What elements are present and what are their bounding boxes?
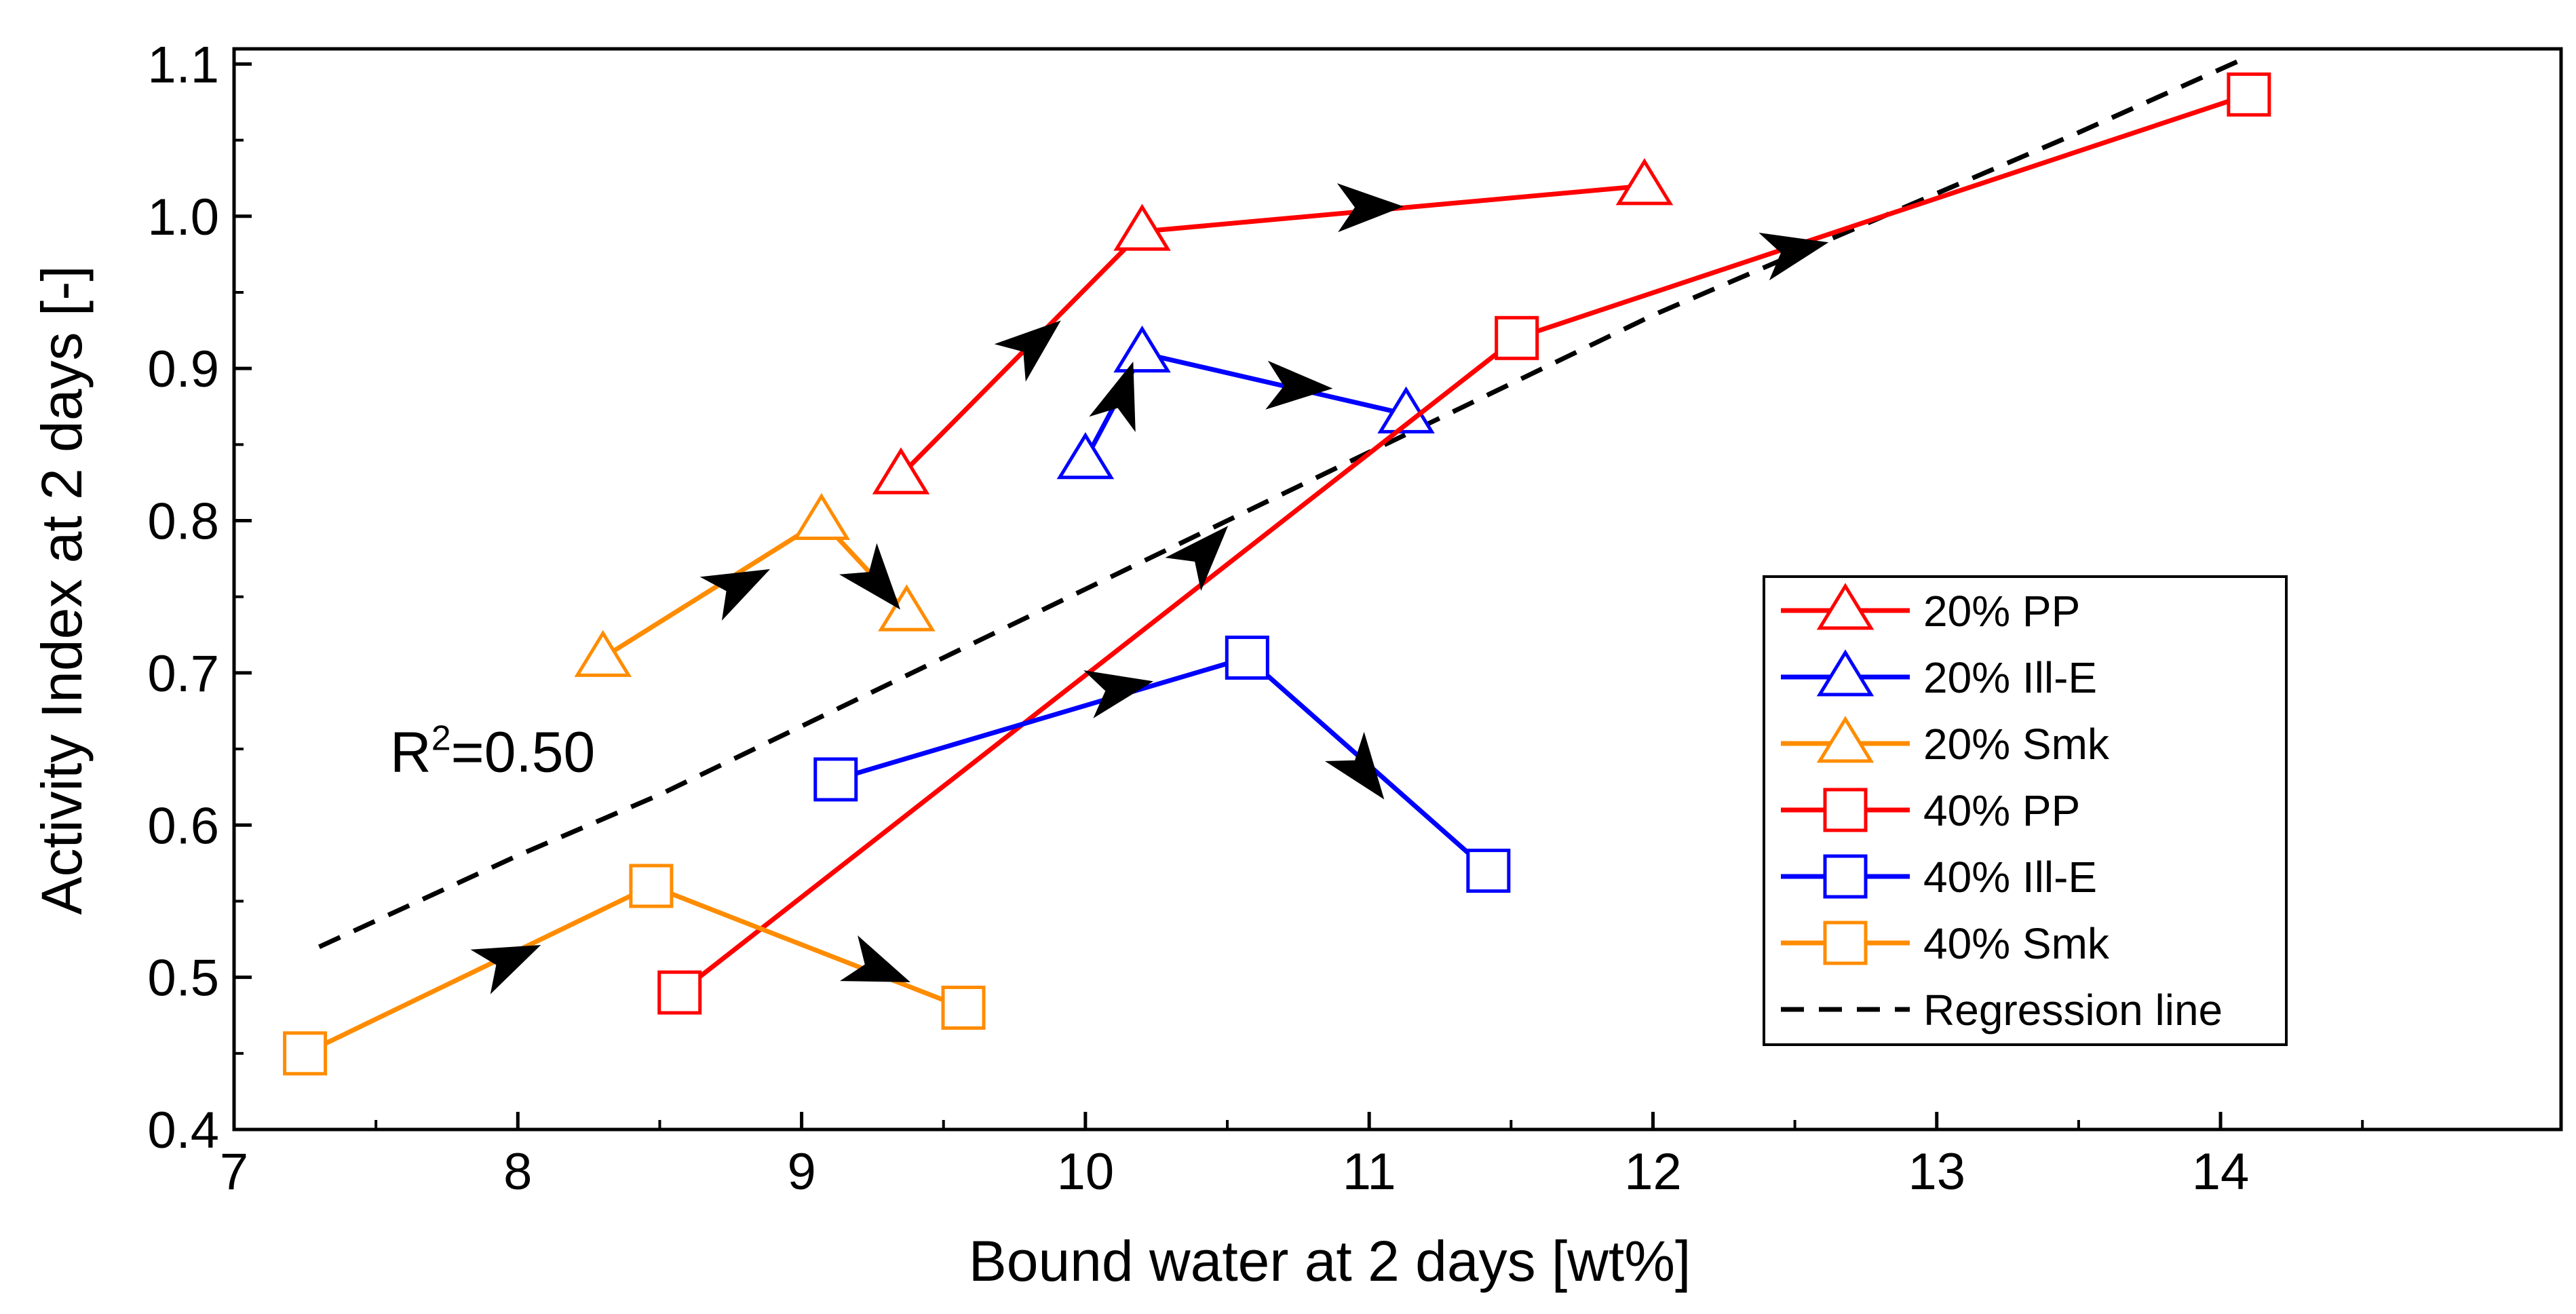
data-point-20-smk-2 (792, 492, 851, 540)
x-axis-title: Bound water at 2 days [wt%] (969, 1229, 1691, 1293)
x-tick-label-11: 11 (1343, 1143, 1396, 1201)
regression-layer (318, 54, 2250, 949)
data-point-40-ill-e-3 (1466, 849, 1511, 893)
direction-arrow-5 (699, 569, 771, 621)
y-tick-label-0.9: 0.9 (147, 341, 219, 398)
data-point-40-smk-1 (283, 1031, 328, 1076)
plot-frame (232, 47, 2563, 1132)
data-point-20-pp-1 (872, 447, 930, 495)
direction-arrow-6 (839, 543, 901, 610)
direction-arrow-4 (1265, 360, 1333, 410)
legend-marker-20-smk (1816, 716, 1875, 763)
y-tick-label-0.5: 0.5 (147, 950, 219, 1007)
series-20-ill-e (1056, 325, 1435, 480)
legend-label-40-ill-e: 40% Ill-E (1923, 853, 2097, 902)
y-tick-label-1.1: 1.1 (147, 36, 219, 94)
direction-arrow-9 (1083, 670, 1153, 718)
series-layer (283, 72, 2271, 1076)
data-point-20-smk-1 (574, 630, 632, 677)
legend-marker-40-pp (1823, 788, 1868, 832)
r-squared-annotation: R2=0.50 (390, 719, 595, 784)
legend-label-20-ill-e: 20% Ill-E (1923, 653, 2097, 702)
direction-arrow-3 (1089, 362, 1136, 432)
r-squared-base: R (390, 720, 431, 784)
y-axis-title: Activity Index at 2 days [-] (30, 265, 94, 914)
series-line-20-smk (601, 518, 908, 660)
data-point-20-ill-e-2 (1113, 325, 1171, 373)
r-squared-value: =0.50 (451, 720, 596, 784)
y-tick-label-0.6: 0.6 (147, 797, 219, 855)
x-tick-label-9: 9 (787, 1143, 815, 1201)
y-tick-label-0.7: 0.7 (147, 645, 219, 703)
data-point-40-ill-e-1 (813, 757, 858, 802)
legend-label-20-smk: 20% Smk (1923, 720, 2110, 769)
legend-label-40-pp: 40% PP (1923, 786, 2080, 835)
legend-label-regression-line: Regression line (1923, 986, 2223, 1035)
r-squared-sup: 2 (431, 719, 451, 758)
y-axis: 0.4 0.5 0.6 0.7 0.8 0.9 1.0 1.1 (147, 36, 252, 1159)
regression-line (318, 54, 2250, 949)
series-line-40-ill-e (834, 655, 1491, 873)
legend-label-40-smk: 40% Smk (1923, 919, 2110, 968)
data-point-40-smk-3 (941, 986, 986, 1030)
direction-arrow-11 (470, 945, 541, 994)
direction-arrow-8 (1758, 232, 1829, 281)
series-20-pp (872, 158, 1674, 495)
data-point-40-pp-2 (1495, 315, 1539, 360)
legend-marker-40-ill-e (1823, 854, 1868, 899)
direction-arrow-2 (1337, 183, 1404, 233)
arrow-layer (470, 183, 1829, 994)
legend-marker-40-smk (1823, 921, 1868, 965)
data-point-20-pp-2 (1113, 204, 1171, 251)
y-tick-label-1.0: 1.0 (147, 189, 219, 246)
x-tick-label-10: 10 (1057, 1143, 1115, 1201)
data-point-20-ill-e-1 (1056, 431, 1115, 480)
x-tick-label-12: 12 (1624, 1143, 1682, 1201)
legend: 20% PP 20% Ill-E 20% Smk 40% PP 40% Ill-E 40%… (1763, 575, 2288, 1046)
series-40-ill-e (813, 635, 1511, 893)
legend-label-20-pp: 20% PP (1923, 587, 2080, 636)
data-point-40-ill-e-2 (1225, 635, 1269, 680)
series-40-pp (657, 72, 2271, 1015)
y-tick-label-0.8: 0.8 (147, 493, 219, 551)
data-point-20-smk-3 (878, 584, 936, 632)
x-tick-label-8: 8 (503, 1143, 532, 1201)
data-point-40-smk-2 (629, 864, 674, 908)
series-40-smk (283, 864, 986, 1076)
data-point-40-pp-3 (2227, 72, 2271, 117)
x-tick-label-13: 13 (1908, 1143, 1965, 1201)
data-point-20-pp-3 (1615, 158, 1674, 206)
legend-marker-20-ill-e (1816, 649, 1875, 697)
x-axis: 7 8 9 10 11 12 13 14 (220, 1112, 2364, 1201)
data-point-40-pp-1 (657, 970, 702, 1015)
data-point-20-ill-e-3 (1377, 386, 1435, 433)
x-tick-label-7: 7 (220, 1143, 248, 1201)
legend-marker-20-pp (1816, 583, 1875, 630)
direction-arrow-12 (839, 935, 910, 982)
x-tick-label-14: 14 (2192, 1143, 2250, 1201)
direction-arrow-10 (1324, 731, 1385, 800)
y-tick-label-0.4: 0.4 (147, 1102, 219, 1159)
direction-arrow-1 (994, 320, 1061, 382)
direction-arrow-7 (1165, 526, 1229, 592)
plot-area (232, 47, 2563, 1132)
